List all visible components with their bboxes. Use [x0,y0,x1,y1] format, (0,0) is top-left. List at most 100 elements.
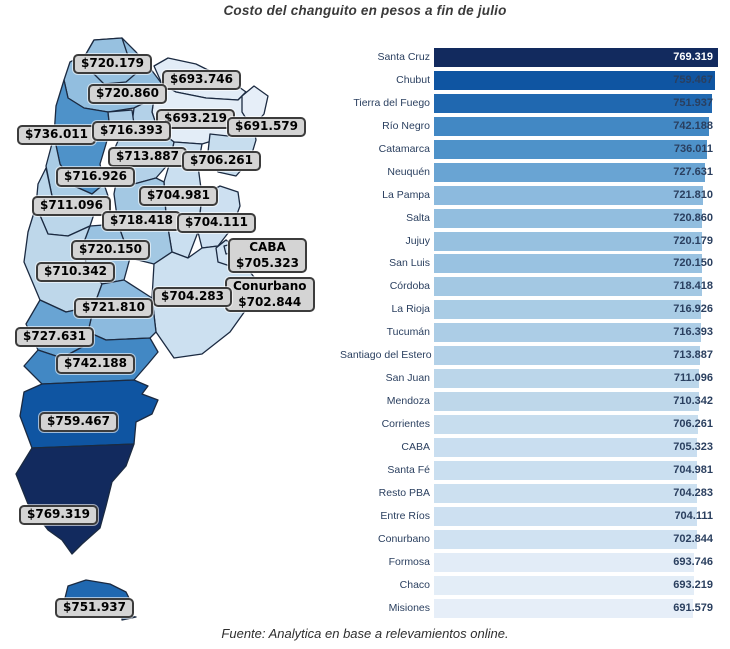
bar-value-label: 710.342 [673,395,713,408]
bar-category-label: Catamarca [378,142,430,155]
bar-category-label: Mendoza [386,395,430,408]
map-callout-text: $704.283 [161,289,225,303]
bar-value-label: 702.844 [673,532,713,545]
map-callout-cordoba: $718.418 [102,211,182,231]
bar-value-label: 720.179 [673,234,713,247]
map-callout-text: $706.261 [190,153,254,167]
bar-chart: Santa Cruz 769.319 Chubut 759.467 Tierra del… [340,46,730,622]
map-callout-resto_pba: $704.283 [153,287,233,307]
bar-row: San Luis 720.150 [340,252,730,275]
bar [434,185,703,205]
bar-row: La Pampa 721.810 [340,184,730,207]
map-callout-entre_rios: $704.111 [177,213,257,233]
bar [434,300,702,320]
bar-category-label: Salta [406,211,430,224]
map-callout-text: $721.810 [82,300,146,314]
bar-row: Santa Cruz 769.319 [340,46,730,69]
bar-row: Misiones 691.579 [340,597,730,620]
bar-category-label: Tierra del Fuego [353,96,430,109]
map-callout-text: $720.150 [79,242,143,256]
bar-value-label: 718.418 [673,280,713,293]
bar-row: Resto PBA 704.283 [340,482,730,505]
bar-row: San Juan 711.096 [340,367,730,390]
bar-value-label: 704.981 [673,463,713,476]
bar-value-label: 711.096 [673,372,713,385]
bar-category-label: Conurbano [378,532,430,545]
bar-row: Neuquén 727.631 [340,161,730,184]
map-callout-text: $711.096 [40,198,104,212]
bar-row: Tierra del Fuego 751.937 [340,92,730,115]
bar [434,529,697,549]
bar [434,437,698,457]
bar-row: CABA 705.323 [340,436,730,459]
bar [434,139,708,159]
bar [434,506,697,526]
map-callout-jujuy: $720.179 [73,54,153,74]
bar [434,346,701,366]
bar [434,598,693,618]
bar-value-label: 721.810 [673,188,713,201]
map-callout-text: $704.981 [147,188,211,202]
bar-value-label: 713.887 [673,349,713,362]
map-callout-caba: CABA $705.323 [228,238,308,274]
province-santa-cruz [15,443,135,555]
bar-category-label: Chaco [399,578,430,591]
bar [434,162,705,182]
bar-row: Mendoza 710.342 [340,390,730,413]
source-note: Fuente: Analytica en base a relevamiento… [221,626,509,641]
bar-row: Salta 720.860 [340,207,730,230]
bar-value-label: 759.467 [673,73,713,86]
map-callout-rio_negro: $742.188 [56,354,136,374]
bar [434,48,718,67]
map-callout-text: $705.323 [236,255,300,270]
bar-value-label: 706.261 [673,418,713,431]
bar-category-label: La Pampa [382,188,430,201]
map-callout-text: $710.342 [44,264,108,278]
map-callout-la_rioja: $716.926 [56,167,136,187]
bar-value-label: 727.631 [673,165,713,178]
map-callout-misiones: $691.579 [227,117,307,137]
map-callout-san_luis: $720.150 [71,240,151,260]
bar [434,254,703,274]
map-callout-san_juan: $711.096 [32,196,112,216]
bar-category-label: Santiago del Estero [340,349,432,362]
map-callout-text: $736.011 [25,127,89,141]
bar [434,208,703,228]
map-callout-text: $702.844 [238,294,302,309]
bar [434,392,699,412]
bar [434,369,700,389]
map-callout-tdf: $751.937 [55,598,135,618]
map-callout-text: $713.887 [116,149,180,163]
bar-category-label: CABA [401,440,430,453]
bar-row: Tucumán 716.393 [340,321,730,344]
bar [434,552,694,572]
map-callout-text: CABA [249,240,286,254]
bar-value-label: 705.323 [673,440,713,453]
bar [434,483,698,503]
bar [434,70,715,90]
bar-row: Jujuy 720.179 [340,230,730,253]
bar-row: Chubut 759.467 [340,69,730,92]
map-callout-text: $742.188 [64,356,128,370]
bar-value-label: 704.111 [674,509,713,522]
chart-title: Costo del changuito en pesos a fin de ju… [223,3,507,18]
bar-row: Chaco 693.219 [340,574,730,597]
bar-category-label: Santa Fé [387,463,430,476]
map-callout-corrientes: $706.261 [182,151,262,171]
bar-row: Santa Fé 704.981 [340,459,730,482]
bar-category-label: La Rioja [391,303,430,316]
bar-category-label: Resto PBA [378,486,430,499]
bar-row: Córdoba 718.418 [340,275,730,298]
bar-row: Santiago del Estero 713.887 [340,344,730,367]
map-callout-tucuman: $716.393 [92,121,172,141]
bar-value-label: 769.319 [673,51,713,63]
bar [434,93,713,113]
bar-category-label: San Luis [389,257,430,270]
bar-value-label: 716.926 [673,303,713,316]
bar-category-label: Córdoba [389,280,430,293]
bar-category-label: Río Negro [382,119,430,132]
map-callout-text: Conurbano [233,279,307,293]
bar-category-label: Entre Ríos [380,509,430,522]
map-callout-text: $720.860 [96,86,160,100]
bar [434,460,698,480]
